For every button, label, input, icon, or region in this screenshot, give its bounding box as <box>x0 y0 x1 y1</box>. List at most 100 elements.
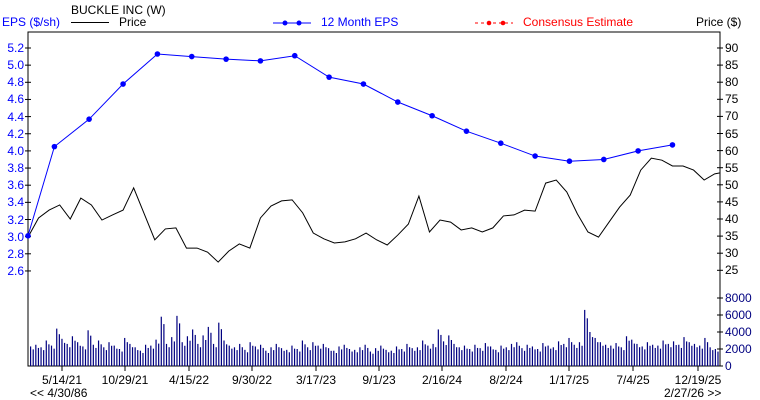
volume-bar <box>526 344 528 366</box>
volume-bar <box>207 326 209 366</box>
volume-bar <box>66 343 68 366</box>
volume-tick-label: 6000 <box>725 308 752 322</box>
volume-bar <box>121 351 123 366</box>
volume-bar <box>202 335 204 366</box>
volume-bar <box>147 347 149 366</box>
volume-bar <box>406 343 408 366</box>
volume-bar <box>474 344 476 366</box>
volume-bar <box>260 344 262 366</box>
volume-bar <box>293 348 296 366</box>
price-tick-label: 60 <box>725 143 739 158</box>
eps-tick-label: 3.0 <box>7 229 24 244</box>
volume-bar <box>267 352 270 366</box>
volume-bar <box>354 349 356 366</box>
volume-bar <box>633 343 635 366</box>
volume-bar <box>246 352 249 366</box>
x-tick-label: 4/15/22 <box>168 373 210 387</box>
volume-bar <box>160 316 162 366</box>
volume-bar <box>591 337 594 366</box>
volume-bar <box>618 346 620 366</box>
volume-bar <box>544 346 547 366</box>
volume-bar <box>463 345 466 366</box>
volume-bar <box>388 352 390 366</box>
volume-bar <box>442 341 445 366</box>
range-start-link[interactable]: << 4/30/86 <box>30 386 88 400</box>
x-tick-label: 9/1/23 <box>362 373 396 387</box>
price-tick-label: 75 <box>725 92 739 107</box>
volume-bar <box>325 347 327 366</box>
volume-bar <box>654 347 656 366</box>
volume-bar <box>693 343 696 366</box>
volume-bar <box>607 347 609 366</box>
volume-bar <box>372 353 374 366</box>
volume-bar <box>377 350 379 366</box>
volume-bar <box>510 343 513 366</box>
price-tick-label: 30 <box>725 246 739 261</box>
volume-bar <box>382 348 385 366</box>
volume-bar <box>61 338 63 366</box>
volume-bar <box>77 342 79 366</box>
volume-tick-label: 2000 <box>725 342 752 356</box>
volume-bar <box>296 349 298 366</box>
volume-bar <box>241 347 243 366</box>
volume-bar <box>461 350 463 366</box>
volume-bar <box>233 347 236 366</box>
volume-bar <box>53 348 55 366</box>
volume-bar <box>573 344 575 366</box>
eps-point <box>566 158 573 164</box>
volume-bar <box>704 337 706 366</box>
eps-tick-label: 5.0 <box>7 58 24 73</box>
eps-point <box>326 74 332 80</box>
x-tick-label: 3/17/23 <box>295 373 337 387</box>
volume-bar <box>492 349 494 366</box>
volume-bar <box>236 350 238 366</box>
volume-bar <box>712 350 714 366</box>
volume-bar <box>210 332 212 366</box>
volume-bar <box>487 346 489 366</box>
volume-bar <box>688 342 690 366</box>
volume-bar <box>602 345 604 366</box>
volume-bar <box>173 341 175 366</box>
eps-point <box>429 112 435 119</box>
volume-bar <box>429 348 432 366</box>
volume-bar <box>667 343 669 366</box>
price-tick-label: 55 <box>725 160 739 175</box>
volume-bar <box>30 346 32 366</box>
volume-bar <box>518 345 520 366</box>
volume-bar <box>537 349 539 366</box>
volume-bar <box>304 344 306 366</box>
volume-bar <box>696 347 698 366</box>
volume-bar <box>424 344 426 366</box>
legend-price: Price <box>71 15 146 29</box>
volume-bar <box>56 328 58 366</box>
volume-bar <box>665 344 667 366</box>
eps-point <box>25 232 31 239</box>
volume-bar <box>252 345 254 366</box>
volume-bar <box>280 348 283 366</box>
volume-bar <box>612 348 615 366</box>
volume-bar <box>275 343 277 366</box>
eps-tick-label: 2.6 <box>7 263 24 278</box>
volume-bar <box>649 345 651 366</box>
volume-bar <box>37 347 40 366</box>
volume-bar <box>184 345 186 366</box>
eps-point <box>188 53 195 60</box>
volume-bar <box>620 347 622 366</box>
volume-bar <box>628 340 630 366</box>
volume-bar <box>680 347 682 366</box>
volume-bar <box>419 350 421 366</box>
volume-bar <box>249 342 251 366</box>
volume-bar <box>97 340 100 366</box>
volume-bar <box>670 347 672 366</box>
volume-bar <box>194 334 196 366</box>
volume-bar <box>309 350 311 366</box>
price-tick-label: 85 <box>725 58 739 73</box>
volume-bar <box>265 350 267 366</box>
volume-bar <box>497 352 500 366</box>
volume-bar <box>636 343 638 366</box>
volume-bar <box>594 337 596 366</box>
volume-bar <box>547 345 549 366</box>
volume-bar <box>701 348 703 366</box>
eps-point <box>154 51 161 57</box>
range-end-link[interactable]: 2/27/26 >> <box>664 386 722 400</box>
